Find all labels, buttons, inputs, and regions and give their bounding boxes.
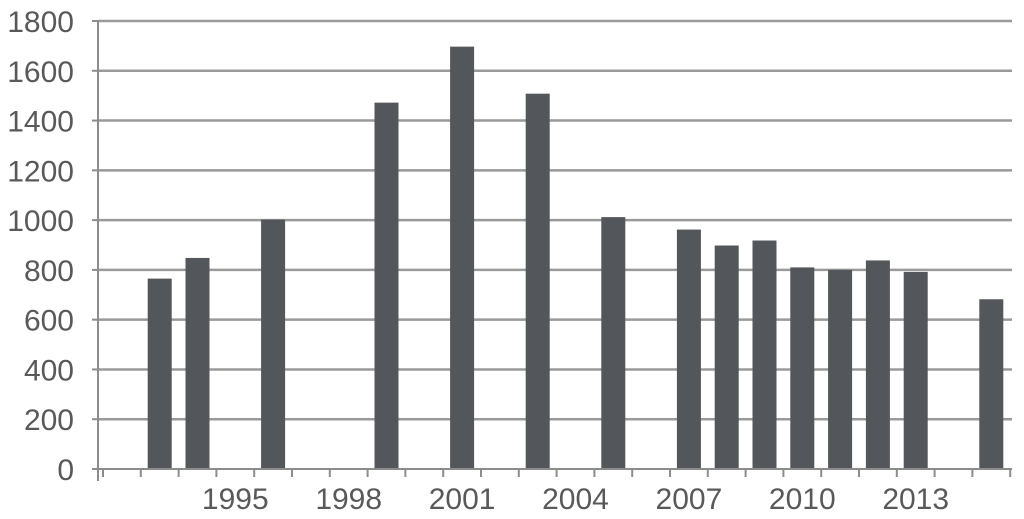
bar-2005 [601,217,626,469]
x-tick-label-2013: 2013 [882,483,949,516]
bar-2015 [979,299,1004,469]
gridlines [98,19,1012,421]
x-tick-label-1995: 1995 [202,483,269,516]
bar-2010 [790,267,815,469]
y-tick-label-600: 600 [24,305,74,338]
y-tick-label-200: 200 [24,404,74,437]
x-tick-label-1998: 1998 [315,483,382,516]
bar-1999 [374,102,399,469]
x-axis-tick-labels: 1995 1998 2001 2004 2007 2010 2013 [202,483,949,516]
y-tick-label-1800: 1800 [7,6,74,39]
bar-2012 [865,260,890,469]
bar-2009 [752,240,777,469]
x-tick-label-2004: 2004 [542,483,609,516]
bar-2011 [828,269,853,469]
bars [147,46,1004,470]
y-axis-tick-labels: 0 200 400 600 800 1000 1200 1400 1600 1800 [7,6,74,487]
y-tick-label-1200: 1200 [7,155,74,188]
x-tick-label-2010: 2010 [769,483,836,516]
y-tick-label-1400: 1400 [7,106,74,139]
x-tick-label-2001: 2001 [429,483,496,516]
y-tick-label-0: 0 [57,454,74,487]
bar-1994 [185,257,210,469]
y-tick-label-1600: 1600 [7,56,74,89]
x-tick-label-2007: 2007 [656,483,723,516]
bar-2003 [525,93,550,470]
bar-2013 [903,271,928,469]
y-tick-label-1000: 1000 [7,205,74,238]
bar-2001 [450,46,475,469]
y-tick-label-400: 400 [24,354,74,387]
bar-2008 [714,245,739,469]
axes [92,20,1012,481]
y-tick-label-800: 800 [24,255,74,288]
bar-1993 [147,278,172,469]
bar-1996 [261,219,286,469]
bar-2007 [676,229,701,469]
